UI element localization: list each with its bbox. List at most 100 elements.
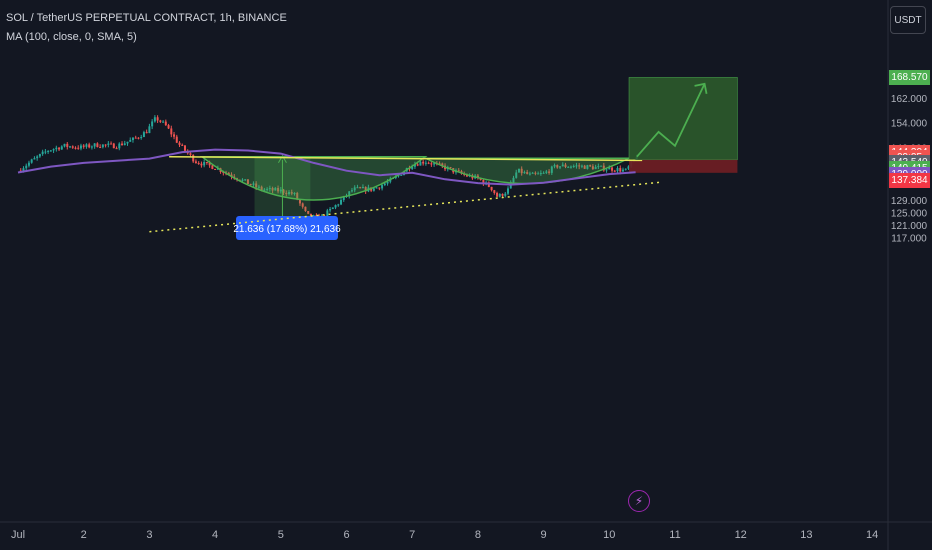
candle <box>211 164 214 170</box>
candle <box>282 188 285 196</box>
candle-body <box>246 179 249 184</box>
candle-body <box>277 188 280 192</box>
candle <box>178 141 181 148</box>
candle <box>145 129 148 134</box>
candle-body <box>142 132 145 138</box>
candle-body <box>334 205 337 208</box>
x-tick-label: 3 <box>146 529 152 541</box>
candle <box>197 161 200 165</box>
candle-body <box>342 196 345 200</box>
candle <box>131 137 134 143</box>
candle-body <box>227 173 230 175</box>
x-tick-label: 11 <box>669 529 680 541</box>
indicator-legend[interactable]: MA (100, close, 0, SMA, 5) <box>6 31 137 43</box>
candle-body <box>512 177 515 183</box>
candle <box>126 141 129 146</box>
candle <box>93 143 96 149</box>
candle-body <box>457 170 460 172</box>
candle-body <box>597 166 600 168</box>
candle <box>63 143 66 148</box>
candle-body <box>44 151 47 153</box>
candle-body <box>553 165 556 167</box>
candle-body <box>591 166 594 170</box>
candle-body <box>257 186 260 188</box>
candle-body <box>348 191 351 196</box>
candle <box>583 164 586 169</box>
candle-body <box>30 159 33 163</box>
candle-body <box>602 165 605 171</box>
candle-body <box>175 136 178 143</box>
candle-body <box>600 165 603 167</box>
candle-body <box>82 145 85 147</box>
candle <box>41 149 44 156</box>
candle <box>539 170 542 176</box>
candle <box>167 123 170 130</box>
candle <box>266 187 269 192</box>
candle <box>559 166 562 170</box>
lightning-icon[interactable]: ⚡ <box>628 490 650 512</box>
candle <box>307 211 310 215</box>
candle-body <box>90 146 93 148</box>
candle-body <box>419 161 422 166</box>
candle <box>69 145 72 149</box>
candle-body <box>131 137 134 141</box>
candle <box>74 146 77 150</box>
candle-body <box>164 121 167 126</box>
candle <box>134 135 137 139</box>
candle <box>534 171 537 176</box>
candle-body <box>383 183 386 186</box>
candle <box>290 189 293 196</box>
candle-body <box>411 166 414 170</box>
candle <box>121 141 124 146</box>
candle <box>252 181 255 187</box>
candle-body <box>520 168 523 174</box>
currency-button[interactable]: USDT <box>890 6 926 34</box>
neckline <box>169 155 643 162</box>
y-tick-label: 154.000 <box>891 119 928 130</box>
candle-body <box>526 172 529 174</box>
candle-body <box>361 187 364 189</box>
candle-body <box>296 192 299 200</box>
candle-body <box>52 149 55 151</box>
candle <box>580 164 583 169</box>
candle <box>104 144 107 148</box>
candle-body <box>293 192 296 194</box>
projection-arrow-head <box>694 82 708 95</box>
candle-body <box>63 143 66 147</box>
candle-body <box>279 189 282 192</box>
x-tick-label: 14 <box>866 529 878 541</box>
candle-body <box>496 192 499 197</box>
candle-body <box>504 193 507 196</box>
candle-body <box>55 147 58 150</box>
candle <box>613 169 616 173</box>
candle-body <box>356 187 359 189</box>
candle <box>567 166 570 168</box>
candle-body <box>96 143 99 148</box>
candle <box>553 163 556 169</box>
candle-body <box>107 143 110 145</box>
candle <box>192 154 195 163</box>
candle <box>517 168 520 173</box>
candle-body <box>430 163 433 165</box>
candle <box>49 149 52 152</box>
candle <box>419 160 422 166</box>
candle-body <box>545 171 548 173</box>
candle <box>151 119 154 130</box>
candle-body <box>567 166 570 168</box>
candle-body <box>438 163 441 165</box>
candle-body <box>181 144 184 146</box>
candle <box>79 143 82 151</box>
candle-body <box>69 146 72 148</box>
candle-body <box>274 188 277 191</box>
candle <box>115 146 118 150</box>
candle <box>627 165 630 171</box>
x-tick-label: 10 <box>603 529 615 541</box>
candle-body <box>66 143 69 147</box>
candle <box>526 169 529 175</box>
candle-body <box>490 186 493 191</box>
x-tick-label: 12 <box>735 529 747 541</box>
candle <box>153 115 156 123</box>
candle <box>591 164 594 170</box>
candle <box>353 185 356 193</box>
